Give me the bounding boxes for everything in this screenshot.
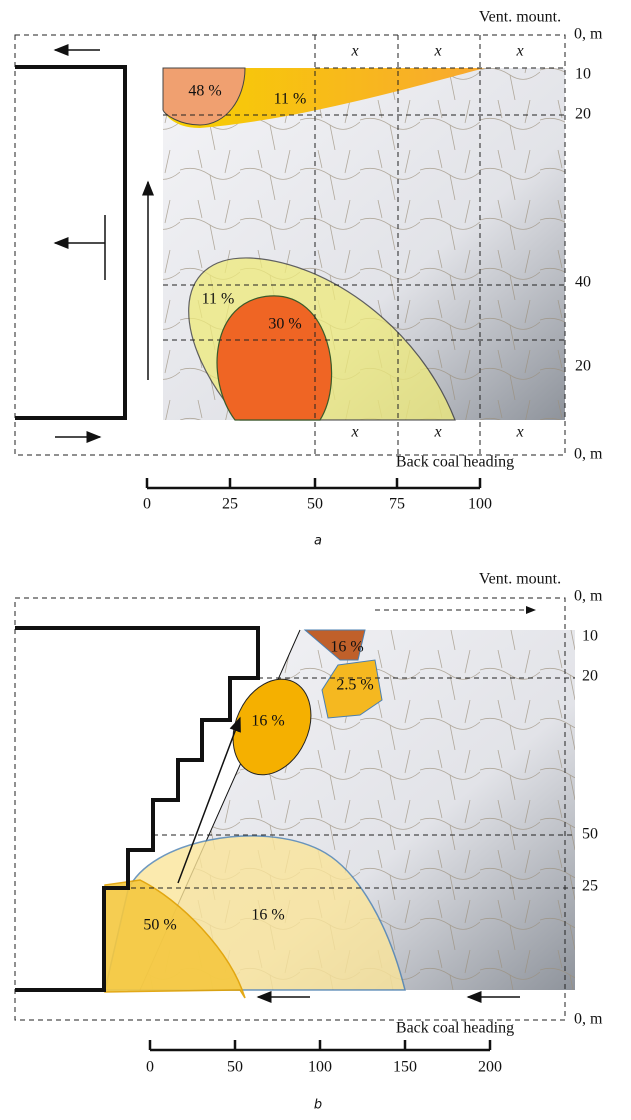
scale-label: 100 — [308, 1059, 332, 1076]
outline — [14, 597, 566, 1021]
dashed-line — [104, 677, 575, 889]
depth-label: 0, m — [574, 26, 603, 43]
zone — [216, 295, 333, 421]
depth-label: 20 — [575, 106, 591, 123]
scale-label: 50 — [227, 1059, 243, 1076]
depth-label: 0, m — [574, 588, 603, 605]
zone-label: 16 % — [330, 639, 363, 656]
scale-bar — [148, 1040, 492, 1052]
dashed-line — [314, 35, 481, 455]
zone-label: 16 % — [251, 907, 284, 924]
header-label: Vent. mount. — [479, 571, 561, 588]
depth-label: 10 — [575, 66, 591, 83]
zone-label: 2.5 % — [336, 677, 373, 694]
zone-label: 11 % — [202, 291, 235, 308]
depth-label: 20 — [575, 358, 591, 375]
caption: b — [314, 1098, 322, 1113]
x-mark: x — [515, 424, 523, 441]
panel-b — [14, 597, 575, 1052]
wall — [15, 65, 127, 420]
zone-label: 16 % — [251, 713, 284, 730]
x-mark: x — [433, 43, 441, 60]
scale-label: 50 — [307, 496, 323, 513]
zone-label: 11 % — [274, 91, 307, 108]
scale-label: 200 — [478, 1059, 502, 1076]
scale-label: 75 — [389, 496, 405, 513]
zone — [104, 879, 246, 999]
scale-label: 25 — [222, 496, 238, 513]
depth-label: 40 — [575, 274, 591, 291]
x-mark: x — [515, 43, 523, 60]
x-mark: x — [433, 424, 441, 441]
zone — [232, 678, 312, 776]
scale-label: 0 — [143, 496, 151, 513]
outline — [14, 34, 566, 456]
depth-label: 50 — [582, 826, 598, 843]
footer-label: Back coal heading — [396, 1020, 514, 1037]
zone — [303, 629, 366, 661]
dashed-line — [163, 67, 565, 341]
zone — [321, 659, 383, 719]
depth-label: 10 — [582, 628, 598, 645]
x-mark: x — [350, 424, 358, 441]
header-label: Vent. mount. — [479, 9, 561, 26]
scale-label: 100 — [468, 496, 492, 513]
panel-a — [14, 34, 566, 490]
zone-label: 50 % — [143, 917, 176, 934]
x-mark: x — [350, 43, 358, 60]
depth-label: 0, m — [574, 446, 603, 463]
footer-label: Back coal heading — [396, 454, 514, 471]
caption: a — [314, 534, 322, 549]
scale-label: 150 — [393, 1059, 417, 1076]
scale-bar — [145, 478, 482, 490]
wall — [15, 626, 260, 992]
depth-label: 25 — [582, 878, 598, 895]
depth-label: 0, m — [574, 1011, 603, 1028]
zone-label: 30 % — [268, 316, 301, 333]
zone-label: 48 % — [188, 83, 221, 100]
zone — [162, 67, 246, 126]
depth-label: 20 — [582, 668, 598, 685]
arrow — [177, 716, 241, 884]
scale-label: 0 — [146, 1059, 154, 1076]
